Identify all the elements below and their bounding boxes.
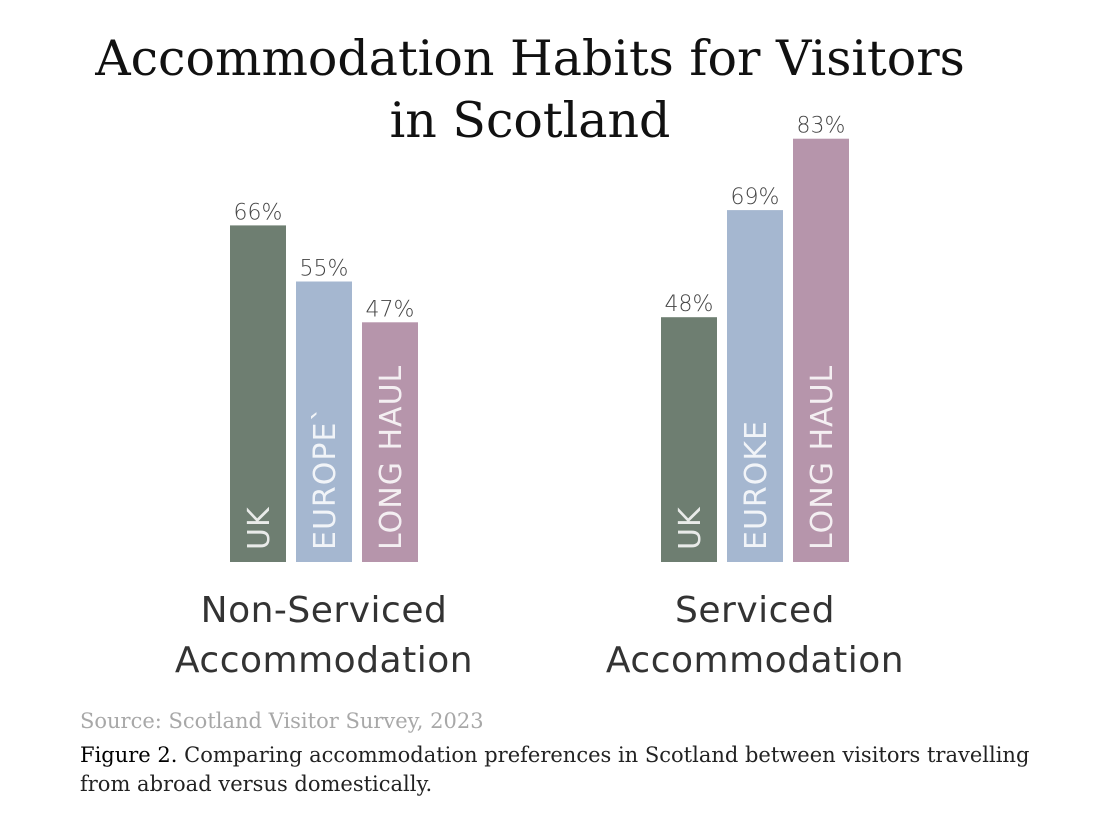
- bar-category-label: EUROPE`: [308, 406, 343, 550]
- bar: [661, 317, 717, 562]
- bar: [727, 210, 783, 562]
- data-label: 55%: [300, 257, 349, 282]
- bar-category-label: UK: [673, 506, 708, 550]
- figure-label: Figure 2.: [80, 743, 178, 767]
- bar-category-label: EUROKE: [739, 420, 774, 550]
- figure-caption: Figure 2. Comparing accommodation prefer…: [80, 741, 1040, 799]
- chart-title: Accommodation Habits for Visitors in Sco…: [40, 28, 1020, 152]
- bar-chart: 66% UK 55% EUROPE` 47% LONG HAUL Non-Serviced A…: [175, 114, 904, 681]
- group-label: Non-Serviced: [201, 590, 448, 631]
- data-label: 83%: [797, 114, 846, 139]
- bar: [793, 138, 849, 562]
- data-label: 66%: [234, 200, 283, 225]
- bar: [230, 225, 286, 562]
- bar-category-label: LONG HAUL: [374, 365, 409, 550]
- bar-category-label: UK: [242, 506, 277, 550]
- group-label: Accommodation: [175, 640, 473, 681]
- data-label: 47%: [366, 297, 415, 322]
- data-label: 48%: [665, 292, 714, 317]
- chart-title-line-2: in Scotland: [389, 92, 671, 149]
- group-label: Serviced: [675, 590, 835, 631]
- bar: [296, 281, 352, 562]
- bar: [362, 322, 418, 562]
- bar-category-label: LONG HAUL: [805, 365, 840, 550]
- source-note: Source: Scotland Visitor Survey, 2023: [80, 709, 484, 733]
- chart-title-line-1: Accommodation Habits for Visitors: [95, 30, 965, 87]
- data-label: 69%: [731, 185, 780, 210]
- figure-caption-text: Comparing accommodation preferences in S…: [80, 743, 1030, 796]
- group-label: Accommodation: [606, 640, 904, 681]
